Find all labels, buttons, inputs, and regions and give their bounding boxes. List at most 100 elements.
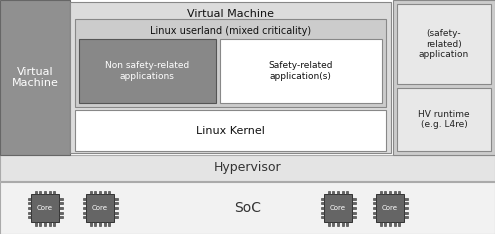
Bar	[95, 190, 97, 194]
Bar	[114, 198, 117, 200]
Text: HV runtime
(e.g. L4re): HV runtime (e.g. L4re)	[418, 110, 470, 129]
Bar	[220, 39, 382, 103]
Bar	[394, 190, 396, 194]
Bar	[320, 198, 324, 200]
Text: Linux userland (mixed criticality): Linux userland (mixed criticality)	[150, 26, 311, 36]
Bar	[352, 202, 355, 204]
Bar	[373, 216, 376, 218]
Bar	[352, 198, 355, 200]
Bar	[389, 190, 391, 194]
Bar	[95, 222, 97, 226]
Bar	[103, 222, 105, 226]
Text: Hypervisor: Hypervisor	[214, 161, 281, 175]
Bar	[28, 202, 31, 204]
Bar	[49, 222, 50, 226]
Bar	[99, 190, 101, 194]
Bar	[404, 212, 407, 214]
Bar	[373, 207, 376, 209]
Bar	[39, 222, 42, 226]
Bar	[324, 194, 352, 222]
Bar	[397, 4, 491, 84]
Bar	[328, 190, 330, 194]
Bar	[28, 212, 31, 214]
Bar	[328, 222, 330, 226]
Bar	[108, 190, 110, 194]
Bar	[320, 212, 324, 214]
Bar	[373, 198, 376, 200]
Bar	[86, 194, 114, 222]
Bar	[103, 190, 105, 194]
Bar	[352, 212, 355, 214]
Bar	[346, 190, 348, 194]
Bar	[90, 222, 92, 226]
Bar	[35, 190, 37, 194]
Bar	[332, 190, 334, 194]
Bar	[114, 202, 117, 204]
Bar	[397, 88, 491, 151]
Text: Virtual Machine: Virtual Machine	[187, 9, 274, 19]
Text: Non safety-related
applications: Non safety-related applications	[105, 61, 190, 81]
Text: Core: Core	[92, 205, 108, 211]
Bar	[31, 194, 59, 222]
Bar	[337, 190, 339, 194]
Bar	[346, 222, 348, 226]
Bar	[0, 155, 495, 181]
Bar	[114, 212, 117, 214]
Bar	[342, 222, 344, 226]
Text: Virtual
Machine: Virtual Machine	[11, 67, 58, 88]
Text: Core: Core	[37, 205, 53, 211]
Bar	[320, 202, 324, 204]
Bar	[59, 202, 62, 204]
Bar	[83, 216, 86, 218]
Bar	[83, 207, 86, 209]
Bar	[380, 222, 382, 226]
Bar	[373, 212, 376, 214]
Text: (safety-
related)
application: (safety- related) application	[419, 29, 469, 59]
Bar	[59, 212, 62, 214]
Bar	[342, 190, 344, 194]
Bar	[44, 222, 46, 226]
Bar	[83, 212, 86, 214]
Bar	[404, 198, 407, 200]
Bar	[35, 222, 37, 226]
Bar	[90, 190, 92, 194]
Bar	[332, 222, 334, 226]
Bar	[393, 0, 495, 155]
Bar	[352, 216, 355, 218]
Bar	[39, 190, 42, 194]
Bar	[404, 202, 407, 204]
Bar	[59, 198, 62, 200]
Bar	[0, 182, 495, 234]
Bar	[28, 216, 31, 218]
Bar	[75, 110, 386, 151]
Text: Safety-related
application(s): Safety-related application(s)	[269, 61, 333, 81]
Bar	[28, 198, 31, 200]
Bar	[70, 2, 391, 153]
Bar	[376, 194, 404, 222]
Bar	[380, 190, 382, 194]
Bar	[114, 216, 117, 218]
Bar	[83, 202, 86, 204]
Bar	[373, 202, 376, 204]
Bar	[404, 216, 407, 218]
Bar	[389, 222, 391, 226]
Bar	[99, 222, 101, 226]
Text: Core: Core	[330, 205, 346, 211]
Bar	[28, 207, 31, 209]
Bar	[352, 207, 355, 209]
Bar	[0, 0, 70, 155]
Bar	[384, 222, 386, 226]
Bar	[398, 190, 400, 194]
Bar	[114, 207, 117, 209]
Bar	[108, 222, 110, 226]
Bar	[320, 216, 324, 218]
Bar	[79, 39, 216, 103]
Bar	[49, 190, 50, 194]
Text: Linux Kernel: Linux Kernel	[196, 125, 265, 135]
Bar	[53, 222, 55, 226]
Bar	[337, 222, 339, 226]
Bar	[384, 190, 386, 194]
Bar	[59, 207, 62, 209]
Bar	[59, 216, 62, 218]
Bar	[75, 19, 386, 107]
